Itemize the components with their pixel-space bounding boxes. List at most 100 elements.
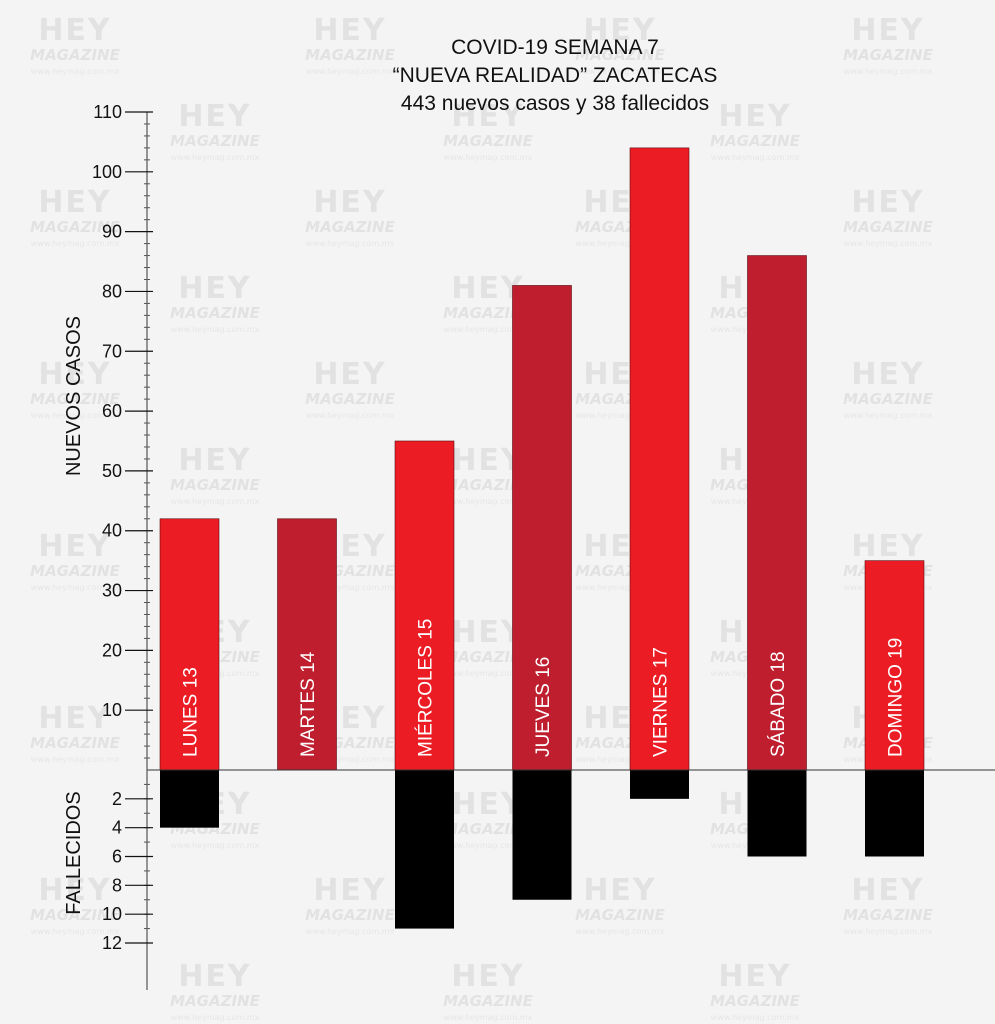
watermark-url: www.heymag.com.mx [171, 497, 260, 506]
watermark-sub: MAGAZINE [443, 476, 533, 494]
watermark-sub: MAGAZINE [443, 820, 533, 838]
y-tick-label: 8 [112, 875, 122, 895]
watermark-url: www.heymag.com.mx [171, 841, 260, 850]
new-cases-bar [159, 518, 220, 771]
watermark-url: www.heymag.com.mx [576, 755, 665, 764]
watermark-url: www.heymag.com.mx [306, 67, 395, 76]
y-axis-title-deaths: FALLECIDOS [63, 791, 85, 914]
category-label: DOMINGO 19 [886, 638, 907, 757]
watermark-sub: MAGAZINE [170, 132, 260, 150]
watermark-url: www.heymag.com.mx [576, 411, 665, 420]
watermark-brand: HEY [178, 99, 251, 134]
watermark-brand: HEY [38, 873, 111, 908]
category-label: LUNES 13 [181, 667, 202, 757]
y-tick-label: 40 [102, 521, 122, 541]
y-tick-label: 20 [102, 640, 122, 660]
new-cases-bar [277, 518, 337, 771]
new-cases-bar [512, 285, 572, 771]
watermark-url: www.heymag.com.mx [844, 239, 933, 248]
watermark-url: www.heymag.com.mx [306, 755, 395, 764]
chart-title-line: COVID-19 SEMANA 7 [451, 36, 659, 59]
watermark-brand: HEY [583, 13, 656, 48]
watermark-url: www.heymag.com.mx [444, 841, 533, 850]
category-label: SÁBADO 18 [768, 651, 789, 757]
watermark-url: www.heymag.com.mx [711, 1013, 800, 1022]
y-tick-label: 30 [102, 581, 122, 601]
new-cases-bar [747, 255, 807, 771]
watermark-brand: HEY [718, 99, 791, 134]
watermark-url: www.heymag.com.mx [444, 1013, 533, 1022]
watermark-url: www.heymag.com.mx [171, 325, 260, 334]
watermark-sub: MAGAZINE [305, 390, 395, 408]
watermark-sub: MAGAZINE [710, 132, 800, 150]
y-tick-label: 70 [102, 341, 122, 361]
y-tick-label: 60 [102, 401, 122, 421]
watermark-brand: HEY [451, 443, 524, 478]
watermark-brand: HEY [451, 959, 524, 994]
watermark-sub: MAGAZINE [30, 562, 120, 580]
category-label: VIERNES 17 [651, 647, 672, 757]
watermark-url: www.heymag.com.mx [576, 583, 665, 592]
watermark-brand: HEY [313, 185, 386, 220]
watermark-url: www.heymag.com.mx [31, 67, 120, 76]
watermark-url: www.heymag.com.mx [31, 411, 120, 420]
y-tick-label: 2 [112, 789, 122, 809]
watermark-url: www.heymag.com.mx [844, 927, 933, 936]
watermark-sub: MAGAZINE [843, 218, 933, 236]
watermark-url: www.heymag.com.mx [444, 153, 533, 162]
watermark-sub: MAGAZINE [170, 304, 260, 322]
watermark-brand: HEY [38, 701, 111, 736]
watermark-url: www.heymag.com.mx [844, 411, 933, 420]
watermark-sub: MAGAZINE [305, 218, 395, 236]
watermark-url: www.heymag.com.mx [444, 669, 533, 678]
watermark-sub: MAGAZINE [575, 46, 665, 64]
watermark-sub: MAGAZINE [443, 648, 533, 666]
watermark-brand: HEY [38, 529, 111, 564]
deaths-bar [865, 770, 924, 857]
watermark-url: www.heymag.com.mx [31, 755, 120, 764]
y-tick-label: 100 [92, 162, 122, 182]
watermark-sub: MAGAZINE [30, 906, 120, 924]
watermark-sub: MAGAZINE [30, 734, 120, 752]
watermark-sub: MAGAZINE [170, 992, 260, 1010]
chart-title-line: “NUEVA REALIDAD” ZACATECAS [393, 64, 718, 87]
watermark-brand: HEY [178, 271, 251, 306]
y-tick-label: 90 [102, 222, 122, 242]
watermark-url: www.heymag.com.mx [306, 239, 395, 248]
watermark-sub: MAGAZINE [305, 906, 395, 924]
watermark-brand: HEY [851, 357, 924, 392]
y-tick-label: 50 [102, 461, 122, 481]
watermark-sub: MAGAZINE [443, 304, 533, 322]
watermark-brand: HEY [451, 787, 524, 822]
y-axis-title-cases: NUEVOS CASOS [63, 316, 85, 476]
category-label: MIÉRCOLES 15 [416, 619, 437, 757]
watermark-sub: MAGAZINE [443, 132, 533, 150]
new-cases-bar [864, 560, 925, 771]
y-tick-label: 10 [102, 904, 122, 924]
y-tick-label: 110 [93, 102, 122, 122]
watermark-sub: MAGAZINE [843, 390, 933, 408]
watermark-url: www.heymag.com.mx [576, 67, 665, 76]
category-label: JUEVES 16 [533, 657, 554, 757]
